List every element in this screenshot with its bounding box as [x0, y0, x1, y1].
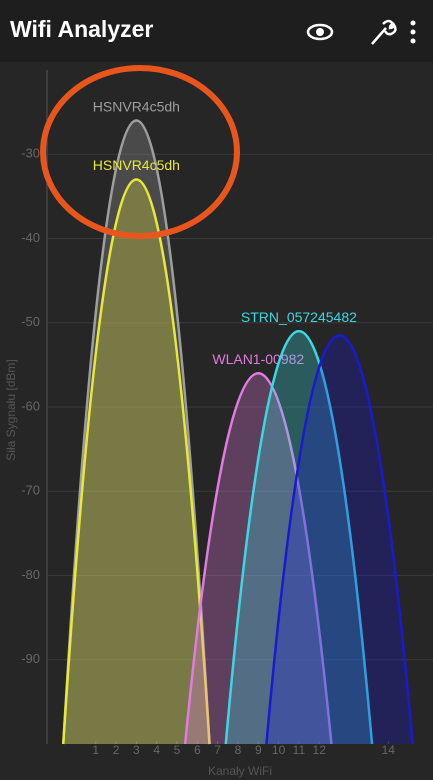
x-tick-label: 3	[133, 743, 140, 757]
network-label: STRN_057245482	[241, 309, 357, 325]
x-axis-title: Kanały WiFi	[208, 764, 272, 778]
menu-icon[interactable]	[411, 21, 416, 44]
x-tick-label: 14	[382, 743, 396, 757]
y-tick-label: -50	[21, 314, 40, 329]
x-tick-label: 11	[293, 743, 306, 757]
x-tick-label: 10	[272, 743, 286, 757]
screen: Wifi Analyzer Siła Sygnału [dBm] Kanały …	[0, 0, 433, 780]
x-tick-label: 6	[194, 743, 201, 757]
menu-dot	[411, 21, 416, 26]
page: {"app_bar": {"title": "Wifi Analyzer"}, …	[0, 0, 433, 780]
network-label: HSNVR4c5dh	[93, 98, 180, 114]
x-tick-label: 4	[153, 743, 160, 757]
menu-dot	[411, 30, 416, 35]
y-axis-title: Siła Sygnału [dBm]	[4, 359, 18, 460]
x-tick-label: 7	[214, 743, 221, 757]
y-tick-label: -30	[21, 146, 40, 161]
y-tick-label: -80	[21, 567, 40, 582]
y-tick-label: -40	[21, 230, 40, 245]
y-tick-label: -70	[21, 483, 40, 498]
menu-dot	[411, 39, 416, 44]
x-tick-label: 9	[255, 743, 262, 757]
x-tick-label: 5	[174, 743, 181, 757]
x-tick-label: 1	[92, 743, 99, 757]
y-tick-label: -90	[21, 651, 40, 666]
network-label: HSNVR4c5dh	[93, 157, 180, 173]
eye-pupil	[316, 28, 324, 36]
x-tick-label: 2	[113, 743, 120, 757]
app-title: Wifi Analyzer	[10, 16, 153, 42]
x-tick-label: 12	[313, 743, 327, 757]
y-tick-label: -60	[21, 398, 40, 413]
x-tick-label: 8	[235, 743, 242, 757]
